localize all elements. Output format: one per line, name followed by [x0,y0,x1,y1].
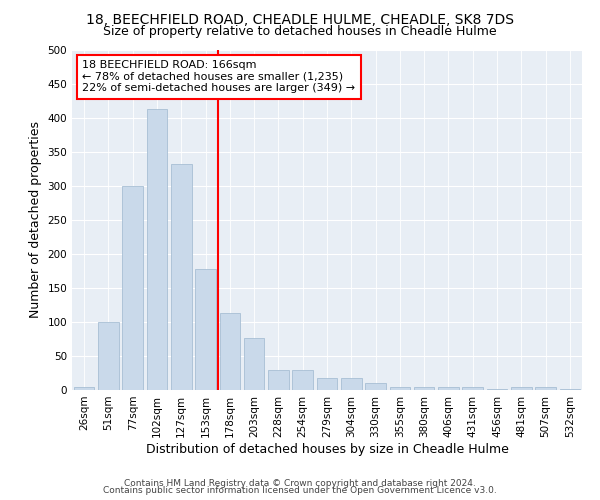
Bar [268,370,289,390]
Bar [98,322,119,390]
Text: Size of property relative to detached houses in Cheadle Hulme: Size of property relative to detached ho… [103,25,497,38]
Bar [74,386,94,390]
Bar [389,386,410,390]
Y-axis label: Number of detached properties: Number of detached properties [29,122,42,318]
Bar [414,386,434,390]
Text: Contains public sector information licensed under the Open Government Licence v3: Contains public sector information licen… [103,486,497,495]
Bar [146,109,167,390]
Text: 18 BEECHFIELD ROAD: 166sqm
← 78% of detached houses are smaller (1,235)
22% of s: 18 BEECHFIELD ROAD: 166sqm ← 78% of deta… [82,60,355,94]
Bar [220,313,240,390]
Bar [560,388,580,390]
Bar [195,269,216,390]
Bar [122,186,143,390]
Bar [317,378,337,390]
Bar [535,386,556,390]
Text: Contains HM Land Registry data © Crown copyright and database right 2024.: Contains HM Land Registry data © Crown c… [124,478,476,488]
Bar [463,386,483,390]
Bar [438,386,459,390]
Bar [341,378,362,390]
Bar [244,338,265,390]
Text: 18, BEECHFIELD ROAD, CHEADLE HULME, CHEADLE, SK8 7DS: 18, BEECHFIELD ROAD, CHEADLE HULME, CHEA… [86,12,514,26]
X-axis label: Distribution of detached houses by size in Cheadle Hulme: Distribution of detached houses by size … [146,442,508,456]
Bar [511,386,532,390]
Bar [171,164,191,390]
Bar [365,383,386,390]
Bar [292,370,313,390]
